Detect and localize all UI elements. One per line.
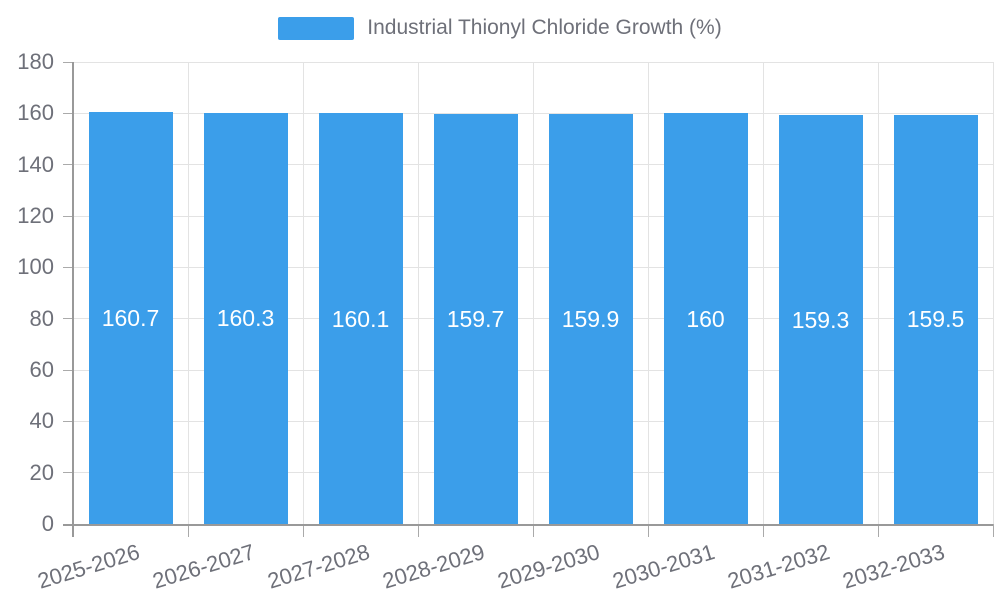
x-axis-label: 2029-2030 xyxy=(494,539,603,594)
y-axis-tick xyxy=(63,318,73,320)
x-axis-label: 2032-2033 xyxy=(839,539,948,594)
bar-value-label: 160.3 xyxy=(216,305,275,332)
bar[interactable] xyxy=(318,113,403,524)
y-axis-tick xyxy=(63,369,73,371)
x-axis-label: 2028-2029 xyxy=(379,539,488,594)
vertical-gridline xyxy=(877,62,879,524)
y-axis-label: 0 xyxy=(41,511,54,536)
y-axis-tick xyxy=(63,215,73,217)
y-axis-label: 80 xyxy=(29,305,54,331)
bar-value-label: 160 xyxy=(686,305,725,332)
bar-value-label: 159.3 xyxy=(791,306,850,333)
y-axis-label: 100 xyxy=(17,254,54,280)
x-axis-tick xyxy=(187,524,189,537)
x-axis-tick xyxy=(302,524,304,537)
y-axis-line xyxy=(72,62,74,537)
y-axis-label: 40 xyxy=(29,408,54,434)
vertical-gridline xyxy=(762,62,764,524)
bar-value-label: 160.1 xyxy=(331,305,390,332)
vertical-gridline xyxy=(187,62,189,524)
y-axis-label: 180 xyxy=(17,49,54,74)
x-axis-tick xyxy=(647,524,649,537)
x-axis-line xyxy=(63,524,993,526)
bar-value-label: 159.5 xyxy=(906,306,965,333)
x-axis-tick xyxy=(762,524,764,537)
x-axis-tick xyxy=(877,524,879,537)
bar[interactable] xyxy=(203,112,288,524)
legend-label: Industrial Thionyl Chloride Growth (%) xyxy=(367,16,722,39)
y-axis-tick xyxy=(63,61,73,63)
bar[interactable] xyxy=(893,114,978,524)
y-axis-tick xyxy=(63,164,73,166)
vertical-gridline xyxy=(992,62,994,524)
y-axis-label: 160 xyxy=(17,100,54,126)
vertical-gridline xyxy=(532,62,534,524)
y-axis-tick xyxy=(63,266,73,268)
legend[interactable]: Industrial Thionyl Chloride Growth (%) xyxy=(0,16,1000,40)
x-axis-label: 2026-2027 xyxy=(149,539,258,594)
x-axis-label: 2031-2032 xyxy=(724,539,833,594)
x-axis-tick xyxy=(417,524,419,537)
y-axis-label: 20 xyxy=(29,459,54,485)
y-axis-label: 60 xyxy=(29,357,54,382)
bar-value-label: 160.7 xyxy=(101,304,160,331)
bar[interactable] xyxy=(778,115,863,524)
legend-swatch xyxy=(278,16,355,40)
x-axis-tick xyxy=(992,524,994,537)
x-axis-tick xyxy=(532,524,534,537)
bar[interactable] xyxy=(88,111,173,524)
bar[interactable] xyxy=(433,114,518,524)
bar-value-label: 159.9 xyxy=(561,305,620,332)
y-axis-tick xyxy=(63,112,73,114)
y-axis-label: 140 xyxy=(17,151,54,177)
y-axis-tick xyxy=(63,420,73,422)
vertical-gridline xyxy=(302,62,304,524)
x-axis-label: 2025-2026 xyxy=(34,539,143,594)
y-axis-label: 120 xyxy=(17,203,54,228)
vertical-gridline xyxy=(417,62,419,524)
bar[interactable] xyxy=(663,113,748,524)
bar-value-label: 159.7 xyxy=(446,306,505,333)
vertical-gridline xyxy=(647,62,649,524)
bar[interactable] xyxy=(548,113,633,524)
y-axis-tick xyxy=(63,472,73,474)
x-axis-label: 2027-2028 xyxy=(264,539,373,594)
x-axis-label: 2030-2031 xyxy=(609,539,718,594)
